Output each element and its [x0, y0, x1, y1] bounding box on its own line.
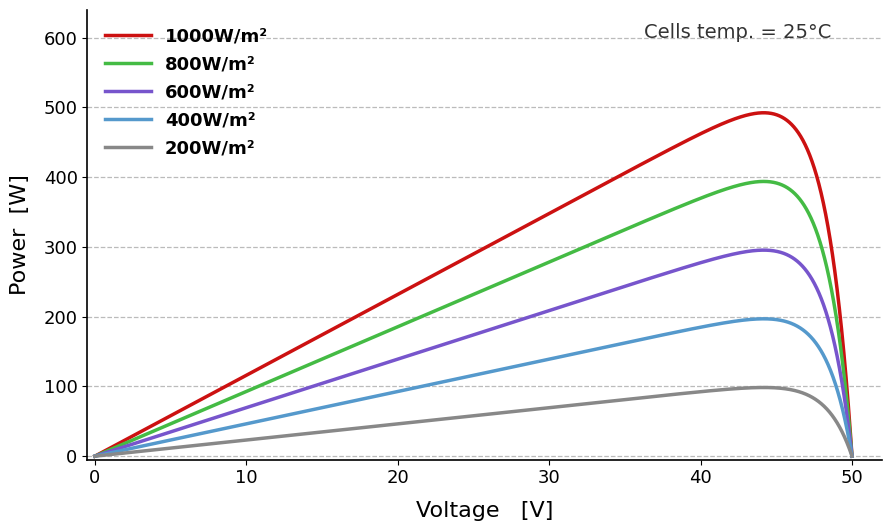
800W/m² [847, 453, 857, 459]
800W/m² [227, 394, 238, 400]
800W/m² [655, 212, 665, 218]
400W/m² [758, 315, 769, 322]
600W/m² [758, 247, 769, 253]
800W/m² [379, 329, 390, 336]
600W/m² [655, 272, 665, 278]
Y-axis label: Power  [W]: Power [W] [10, 174, 29, 295]
600W/m² [89, 453, 100, 459]
400W/m² [712, 321, 723, 327]
Line: 1000W/m²: 1000W/m² [95, 113, 852, 456]
1000W/m² [712, 123, 723, 129]
600W/m² [712, 255, 723, 261]
400W/m² [227, 424, 238, 430]
1000W/m² [582, 190, 592, 196]
600W/m² [227, 409, 238, 415]
Text: Cells temp. = 25°C: Cells temp. = 25°C [644, 23, 831, 42]
600W/m² [582, 295, 592, 302]
800W/m² [712, 189, 723, 195]
200W/m² [712, 387, 723, 393]
1000W/m² [543, 210, 554, 217]
400W/m² [582, 348, 592, 354]
1000W/m² [89, 453, 100, 459]
1000W/m² [758, 109, 769, 116]
200W/m² [582, 400, 592, 407]
400W/m² [543, 356, 554, 362]
800W/m² [89, 453, 100, 459]
600W/m² [543, 307, 554, 314]
Line: 600W/m²: 600W/m² [95, 250, 852, 456]
400W/m² [847, 453, 857, 459]
800W/m² [582, 243, 592, 249]
200W/m² [379, 422, 390, 429]
1000W/m² [847, 453, 857, 459]
600W/m² [847, 453, 857, 459]
200W/m² [758, 384, 769, 391]
X-axis label: Voltage   [V]: Voltage [V] [417, 501, 554, 521]
200W/m² [543, 405, 554, 411]
1000W/m² [655, 151, 665, 158]
Legend: 1000W/m², 800W/m², 600W/m², 400W/m², 200W/m²: 1000W/m², 800W/m², 600W/m², 400W/m², 200… [96, 19, 277, 167]
800W/m² [758, 178, 769, 185]
Line: 400W/m²: 400W/m² [95, 319, 852, 456]
200W/m² [655, 392, 665, 399]
800W/m² [543, 259, 554, 266]
400W/m² [379, 391, 390, 398]
1000W/m² [379, 298, 390, 305]
400W/m² [655, 332, 665, 339]
Line: 800W/m²: 800W/m² [95, 182, 852, 456]
200W/m² [89, 453, 100, 459]
1000W/m² [227, 380, 238, 386]
Line: 200W/m²: 200W/m² [95, 388, 852, 456]
400W/m² [89, 453, 100, 459]
200W/m² [227, 438, 238, 444]
600W/m² [379, 360, 390, 366]
200W/m² [847, 453, 857, 459]
